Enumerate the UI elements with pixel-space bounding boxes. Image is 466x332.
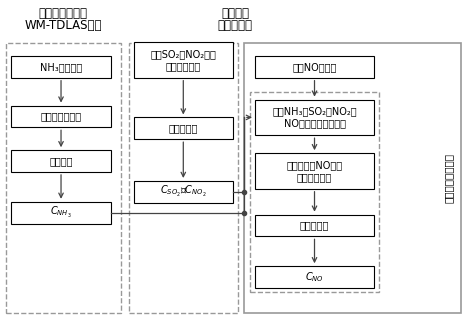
Bar [255,100,374,135]
Text: 计算SO₂、NO₂吸光
度、吸收截面: 计算SO₂、NO₂吸光 度、吸收截面 [151,49,216,71]
Bar [11,202,111,223]
Bar [134,118,233,139]
Text: 最小二乘法: 最小二乘法 [300,220,329,230]
Text: 曲线拟合: 曲线拟合 [49,156,73,166]
Bar [11,150,111,172]
Bar [255,266,374,288]
Bar [244,43,460,313]
Text: 紫外差分: 紫外差分 [221,7,249,20]
Bar [134,181,233,203]
Text: NH₃吸收信号: NH₃吸收信号 [40,62,82,72]
Text: WM-TDLAS方法: WM-TDLAS方法 [24,19,102,32]
Text: 计算NH₃、SO₂、NO₂对
NO吸光度的干扰光谱: 计算NH₃、SO₂、NO₂对 NO吸光度的干扰光谱 [272,107,357,128]
Text: 基线估计与剔除: 基线估计与剔除 [41,112,82,122]
Text: 去除干扰后NO吸光
度、吸收截面: 去除干扰后NO吸光 度、吸收截面 [287,160,343,182]
Text: 吸收光谱法: 吸收光谱法 [218,19,253,32]
Bar [255,153,374,189]
Text: 最小二乘法: 最小二乘法 [169,123,198,133]
Text: 交叉干扰修正模型: 交叉干扰修正模型 [444,153,454,203]
Bar [11,106,111,127]
Text: $C_{SO_2}$、$C_{NO_2}$: $C_{SO_2}$、$C_{NO_2}$ [160,184,206,199]
Bar [255,214,374,236]
Text: 基于波长调制的: 基于波长调制的 [39,7,88,20]
Text: $C_{NO}$: $C_{NO}$ [305,270,324,284]
Bar [11,56,111,78]
Bar [7,43,121,313]
Text: 计算NO吸光度: 计算NO吸光度 [292,62,337,72]
Bar [129,43,238,313]
Bar [250,92,379,292]
Text: $C_{NH_3}$: $C_{NH_3}$ [50,205,72,220]
Bar [255,56,374,78]
Bar [134,42,233,78]
